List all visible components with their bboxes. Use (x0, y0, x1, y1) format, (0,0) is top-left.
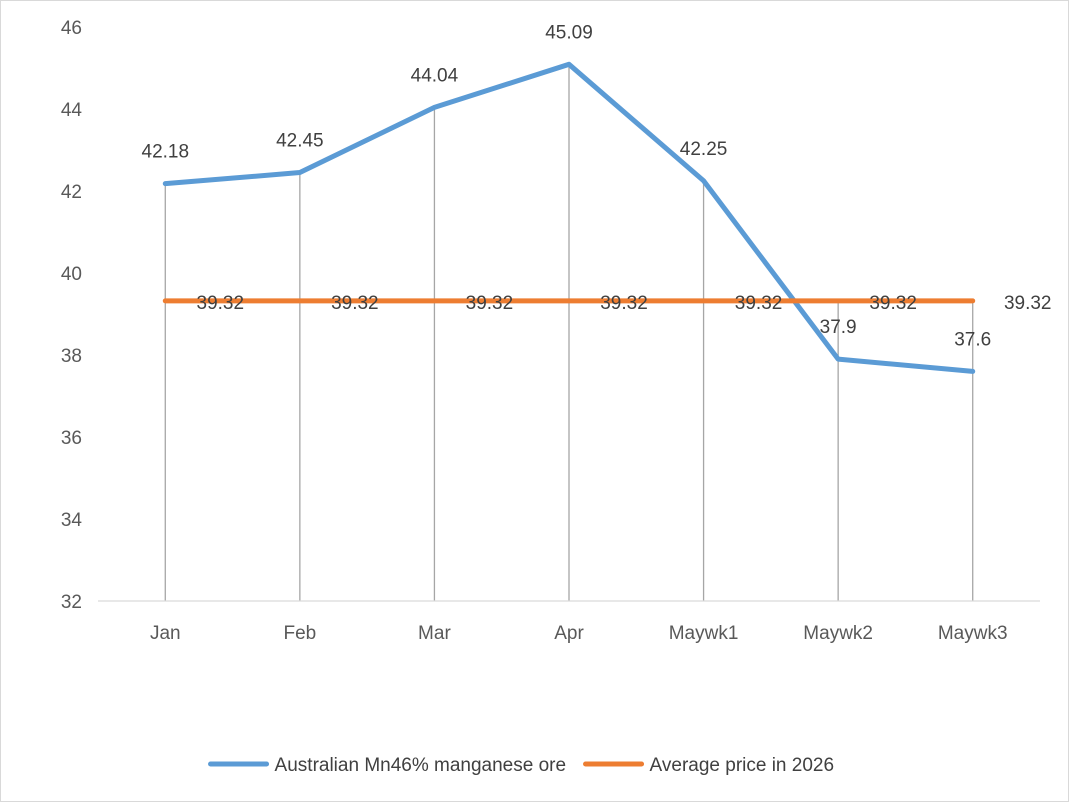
data-label: 39.32 (600, 293, 648, 314)
y-tick-label: 38 (61, 346, 82, 367)
x-tick-label: Mar (418, 623, 451, 644)
legend-label-mn46-ore: Australian Mn46% manganese ore (275, 755, 567, 776)
x-tick-label: Maywk2 (803, 623, 873, 644)
y-tick-label: 36 (61, 428, 82, 449)
mn46-ore-line (162, 61, 976, 374)
data-labels: 42.18 42.45 44.04 45.09 42.25 37.9 37.6 39.32 39… (142, 22, 1052, 350)
data-label: 42.45 (276, 131, 324, 152)
legend-label-average-price: Average price in 2026 (650, 755, 835, 776)
y-tick-label: 44 (61, 100, 83, 121)
y-tick-label: 46 (61, 18, 82, 39)
data-label: 39.32 (1004, 293, 1052, 314)
x-tick-label: Feb (283, 623, 316, 644)
y-tick-label: 32 (61, 592, 82, 613)
data-label: 39.32 (331, 293, 379, 314)
data-label: 42.18 (142, 142, 190, 163)
data-label: 44.04 (411, 65, 459, 86)
y-tick-label: 42 (61, 182, 82, 203)
series-lines (162, 61, 976, 374)
x-tick-label: Maywk3 (938, 623, 1008, 644)
data-label: 37.6 (954, 329, 991, 350)
data-label: 37.9 (820, 317, 857, 338)
x-tick-label: Jan (150, 623, 181, 644)
data-label: 42.25 (680, 139, 728, 160)
data-label: 39.32 (197, 293, 245, 314)
y-tick-label: 34 (61, 510, 83, 531)
x-axis-ticks: Jan Feb Mar Apr Maywk1 Maywk2 Maywk3 (150, 623, 1008, 644)
data-label: 39.32 (735, 293, 783, 314)
y-axis-ticks: 32 34 36 38 40 42 44 46 (61, 18, 83, 613)
y-tick-label: 40 (61, 264, 82, 285)
data-label: 39.32 (466, 293, 514, 314)
legend: Australian Mn46% manganese ore Average pr… (208, 755, 835, 776)
x-tick-label: Maywk1 (669, 623, 739, 644)
x-tick-label: Apr (554, 623, 584, 644)
data-label: 45.09 (545, 22, 593, 43)
drop-lines (164, 64, 974, 601)
data-label: 39.32 (869, 293, 917, 314)
